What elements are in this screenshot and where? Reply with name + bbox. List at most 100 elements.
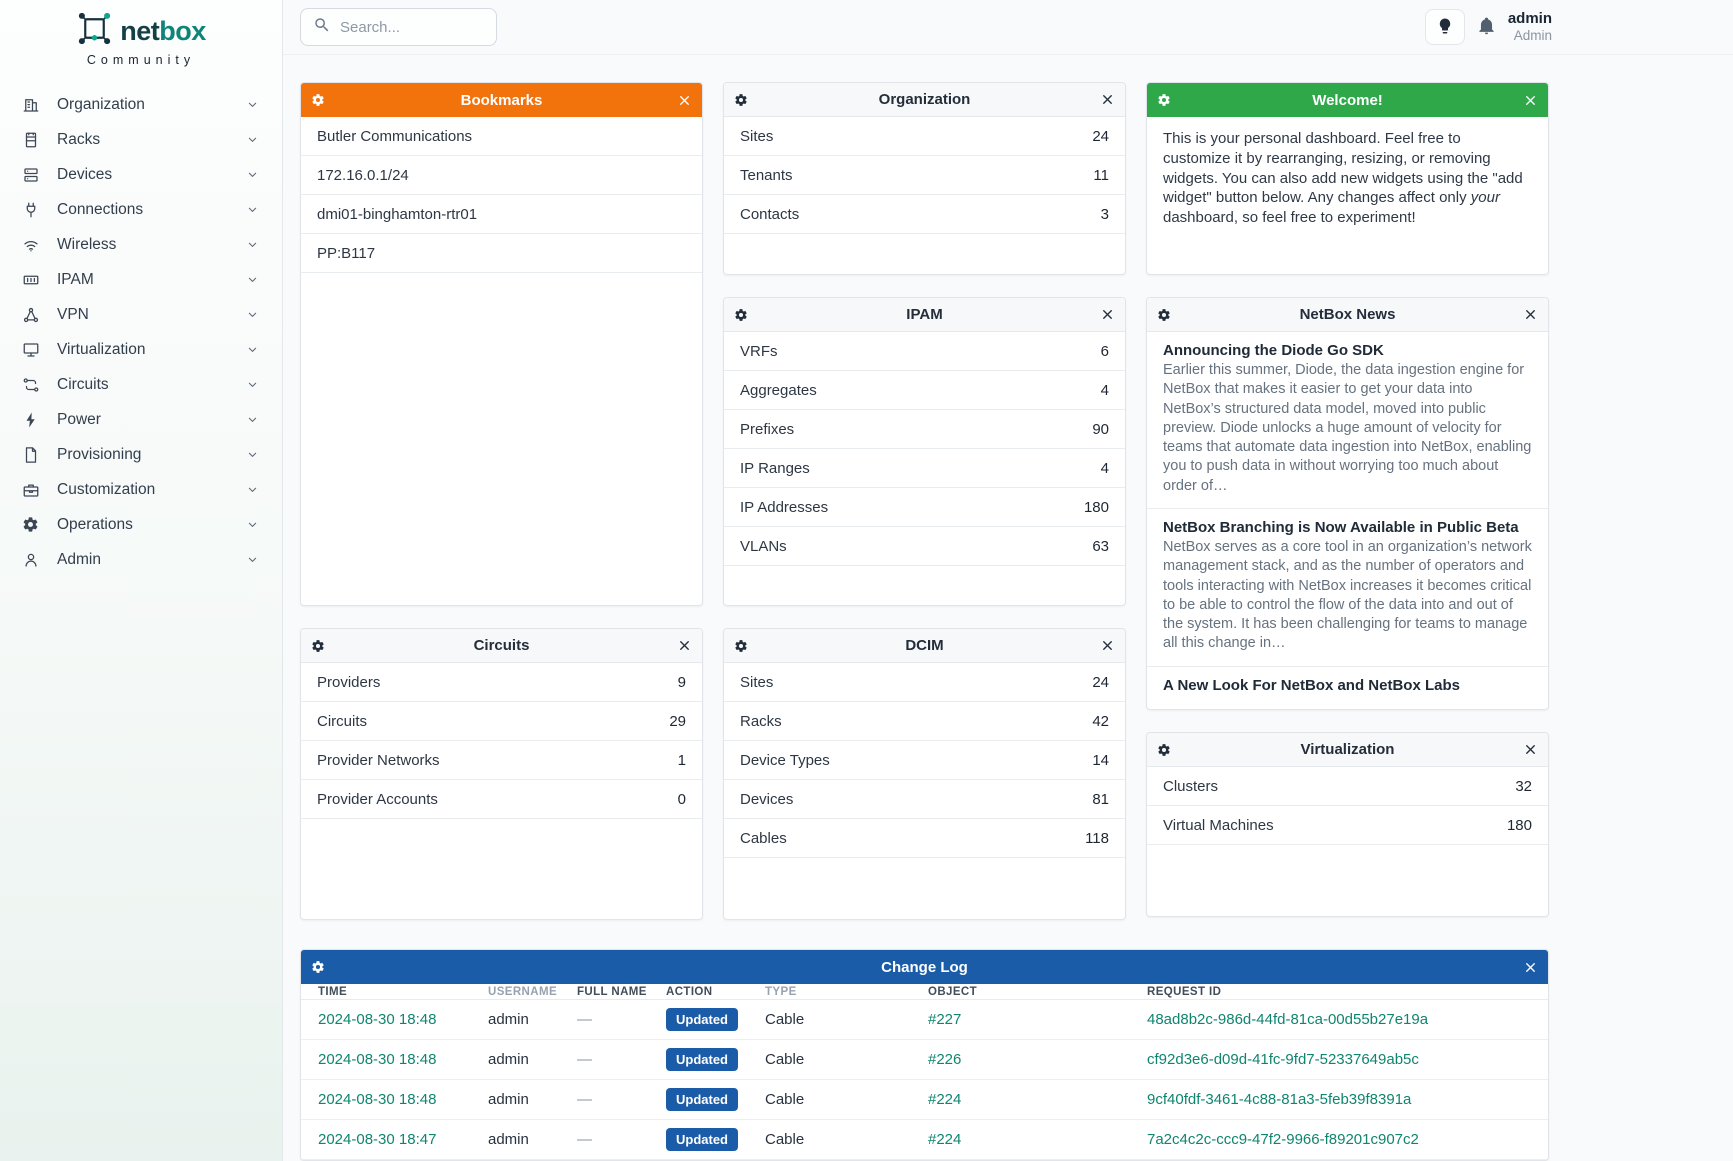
sidebar-item-devices[interactable]: Devices [12, 157, 270, 192]
stat-label[interactable]: Providers [317, 673, 381, 691]
bookmark-link[interactable]: dmi01-binghamton-rtr01 [317, 205, 478, 223]
notifications-button[interactable] [1477, 16, 1496, 38]
bookmark-item[interactable]: Butler Communications [301, 117, 702, 156]
close-icon[interactable] [1093, 638, 1115, 653]
column-header[interactable]: REQUEST ID [1147, 985, 1222, 998]
close-icon[interactable] [1516, 742, 1538, 757]
search-box[interactable] [300, 8, 497, 46]
search-input[interactable] [340, 18, 470, 36]
gear-icon[interactable] [1157, 308, 1179, 322]
object-link[interactable]: #224 [928, 1131, 962, 1148]
stat-value[interactable]: 24 [1092, 673, 1109, 691]
stat-value[interactable]: 6 [1100, 342, 1109, 360]
stat-value[interactable]: 11 [1093, 166, 1109, 184]
gear-icon[interactable] [311, 93, 333, 107]
column-header[interactable]: ACTION [666, 985, 713, 998]
gear-icon[interactable] [734, 639, 756, 653]
stat-value[interactable]: 42 [1092, 712, 1109, 730]
stat-label[interactable]: IP Addresses [740, 498, 829, 516]
stat-label[interactable]: Tenants [740, 166, 793, 184]
sidebar-item-customization[interactable]: Customization [12, 472, 270, 507]
time-link[interactable]: 2024-08-30 18:47 [318, 1131, 437, 1148]
close-icon[interactable] [1093, 307, 1115, 322]
stat-label[interactable]: Prefixes [740, 420, 795, 438]
close-icon[interactable] [1093, 92, 1115, 107]
stat-label[interactable]: Virtual Machines [1163, 816, 1274, 834]
stat-label[interactable]: Cables [740, 829, 787, 847]
sidebar-item-vpn[interactable]: VPN [12, 297, 270, 332]
request-id-link[interactable]: 9cf40fdf-3461-4c88-81a3-5feb39f8391a [1147, 1091, 1412, 1108]
close-icon[interactable] [670, 638, 692, 653]
stat-value[interactable]: 29 [669, 712, 686, 730]
object-link[interactable]: #226 [928, 1051, 962, 1068]
close-icon[interactable] [1516, 960, 1538, 975]
sidebar-item-provisioning[interactable]: Provisioning [12, 437, 270, 472]
sidebar-item-admin[interactable]: Admin [12, 542, 270, 577]
news-title-link[interactable]: A New Look For NetBox and NetBox Labs [1163, 676, 1460, 694]
gear-icon[interactable] [734, 308, 756, 322]
time-link[interactable]: 2024-08-30 18:48 [318, 1091, 437, 1108]
close-icon[interactable] [1516, 307, 1538, 322]
sidebar-item-wireless[interactable]: Wireless [12, 227, 270, 262]
close-icon[interactable] [670, 93, 692, 108]
time-link[interactable]: 2024-08-30 18:48 [318, 1051, 437, 1068]
sidebar-item-power[interactable]: Power [12, 402, 270, 437]
object-link[interactable]: #224 [928, 1091, 962, 1108]
stat-value[interactable]: 4 [1100, 459, 1109, 477]
close-icon[interactable] [1516, 93, 1538, 108]
bookmark-link[interactable]: PP:B117 [317, 244, 376, 262]
bookmark-item[interactable]: 172.16.0.1/24 [301, 156, 702, 195]
stat-label[interactable]: Provider Accounts [317, 790, 438, 808]
stat-value[interactable]: 118 [1085, 829, 1109, 847]
stat-value[interactable]: 81 [1092, 790, 1109, 808]
news-title-link[interactable]: Announcing the Diode Go SDK [1163, 342, 1384, 359]
sidebar-item-racks[interactable]: Racks [12, 122, 270, 157]
stat-value[interactable]: 4 [1100, 381, 1109, 399]
sidebar-item-circuits[interactable]: Circuits [12, 367, 270, 402]
object-link[interactable]: #227 [928, 1011, 962, 1028]
stat-value[interactable]: 180 [1506, 816, 1532, 834]
time-link[interactable]: 2024-08-30 18:48 [318, 1011, 437, 1028]
stat-label[interactable]: Devices [740, 790, 794, 808]
stat-label[interactable]: Sites [740, 673, 774, 691]
bookmark-link[interactable]: Butler Communications [317, 127, 473, 145]
bookmark-item[interactable]: PP:B117 [301, 234, 702, 273]
logo-block[interactable]: netbox Community [0, 0, 282, 71]
gear-icon[interactable] [734, 93, 756, 107]
user-menu[interactable]: admin Admin [1508, 10, 1552, 44]
stat-label[interactable]: Sites [740, 127, 774, 145]
column-header[interactable]: FULL NAME [577, 985, 647, 998]
gear-icon[interactable] [311, 639, 333, 653]
stat-label[interactable]: Aggregates [740, 381, 817, 399]
stat-label[interactable]: Clusters [1163, 777, 1219, 795]
column-header[interactable]: TIME [318, 985, 348, 998]
stat-label[interactable]: Device Types [740, 751, 830, 769]
gear-icon[interactable] [1157, 93, 1179, 107]
bookmark-item[interactable]: dmi01-binghamton-rtr01 [301, 195, 702, 234]
theme-toggle-button[interactable] [1424, 9, 1465, 45]
gear-icon[interactable] [1157, 743, 1179, 757]
stat-label[interactable]: IP Ranges [740, 459, 810, 477]
stat-value[interactable]: 3 [1100, 205, 1109, 223]
stat-label[interactable]: VLANs [740, 537, 787, 555]
stat-label[interactable]: Provider Networks [317, 751, 440, 769]
stat-value[interactable]: 180 [1083, 498, 1109, 516]
stat-value[interactable]: 90 [1092, 420, 1109, 438]
stat-value[interactable]: 32 [1515, 777, 1532, 795]
request-id-link[interactable]: 7a2c4c2c-ccc9-47f2-9966-f89201c907c2 [1147, 1131, 1419, 1148]
sidebar-item-organization[interactable]: Organization [12, 87, 270, 122]
stat-value[interactable]: 63 [1092, 537, 1109, 555]
sidebar-item-connections[interactable]: Connections [12, 192, 270, 227]
stat-value[interactable]: 1 [677, 751, 686, 769]
column-header[interactable]: TYPE [765, 985, 797, 998]
sidebar-item-operations[interactable]: Operations [12, 507, 270, 542]
column-header[interactable]: OBJECT [928, 985, 978, 998]
stat-label[interactable]: Circuits [317, 712, 368, 730]
sidebar-item-virtualization[interactable]: Virtualization [12, 332, 270, 367]
bookmark-link[interactable]: 172.16.0.1/24 [317, 166, 409, 184]
stat-label[interactable]: Contacts [740, 205, 800, 223]
column-header[interactable]: USERNAME [488, 985, 558, 998]
stat-value[interactable]: 14 [1092, 751, 1109, 769]
stat-label[interactable]: VRFs [740, 342, 778, 360]
request-id-link[interactable]: cf92d3e6-d09d-41fc-9fd7-52337649ab5c [1147, 1051, 1419, 1068]
